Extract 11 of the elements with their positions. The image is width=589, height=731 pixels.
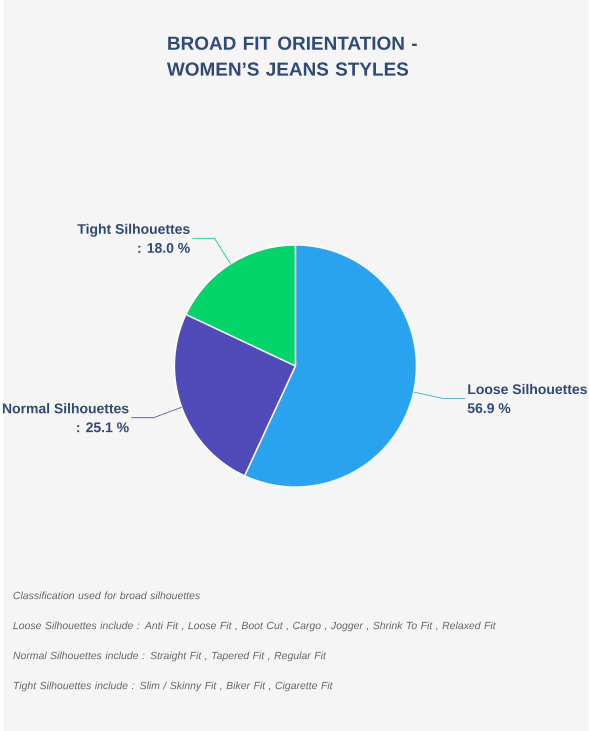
text: Loose Silhouettes include : Anti Fit , Loose Fit , Boot Cut , Cargo , Jogger , Shrink To Fit , Relaxed Fit xyxy=(13,622,496,632)
text: Classification used for broad silhouettes xyxy=(13,592,200,600)
text: Tight Silhouettes include : Slim / Skinny Fit , Biker Fit , Cigarette Fit xyxy=(14,682,333,692)
chart-title: BROAD FIT ORIENTATION - WOMEN’S JEANS STYLES xyxy=(166,36,417,76)
text: Normal Silhouettes include : Straight Fit , Tapered Fit , Regular Fit xyxy=(13,652,326,662)
slice-label: Tight Silhouettes xyxy=(77,224,190,237)
slice-label: Normal Silhouettes xyxy=(2,403,128,414)
slice-label: Loose Silhouettes xyxy=(468,384,587,394)
data-label: 56.9 % xyxy=(468,403,510,414)
data-label: : 25.1 % xyxy=(77,422,129,432)
data-label: : 18.0 % xyxy=(138,242,190,253)
